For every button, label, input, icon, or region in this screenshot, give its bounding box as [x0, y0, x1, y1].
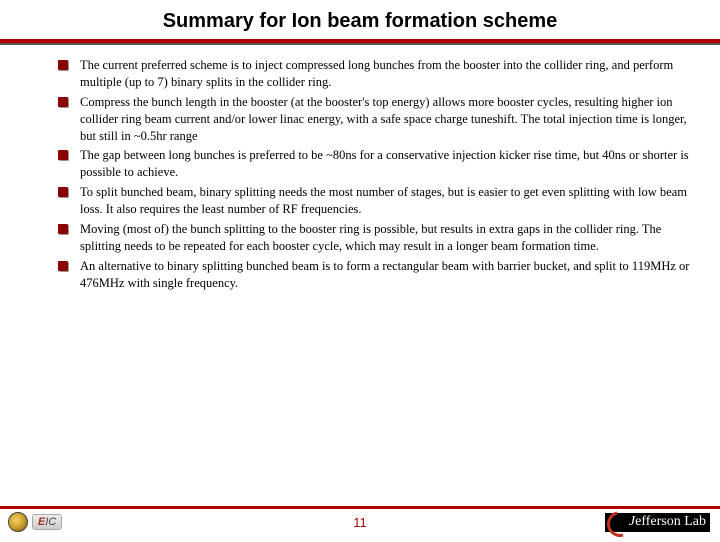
seal-icon — [8, 512, 28, 532]
footer: EIC 11 Jefferson Lab — [0, 506, 720, 540]
bullet-item: The current preferred scheme is to injec… — [58, 57, 690, 91]
bullet-item: The gap between long bunches is preferre… — [58, 147, 690, 181]
jlab-text: Jefferson Lab — [629, 513, 706, 531]
slide-title: Summary for Ion beam formation scheme — [0, 10, 720, 33]
footer-left-logos: EIC — [8, 512, 62, 532]
bullet-item: Compress the bunch length in the booster… — [58, 94, 690, 145]
page-number: 11 — [353, 515, 367, 530]
bullet-item: An alternative to binary splitting bunch… — [58, 258, 690, 292]
jlab-swoosh-icon — [607, 513, 629, 531]
content-area: The current preferred scheme is to injec… — [0, 45, 720, 291]
bullet-item: Moving (most of) the bunch splitting to … — [58, 221, 690, 255]
eic-logo: EIC — [32, 514, 62, 530]
footer-right-logo: Jefferson Lab — [605, 513, 710, 532]
title-underline — [0, 39, 720, 45]
bullet-list: The current preferred scheme is to injec… — [58, 57, 690, 291]
bullet-item: To split bunched beam, binary splitting … — [58, 184, 690, 218]
